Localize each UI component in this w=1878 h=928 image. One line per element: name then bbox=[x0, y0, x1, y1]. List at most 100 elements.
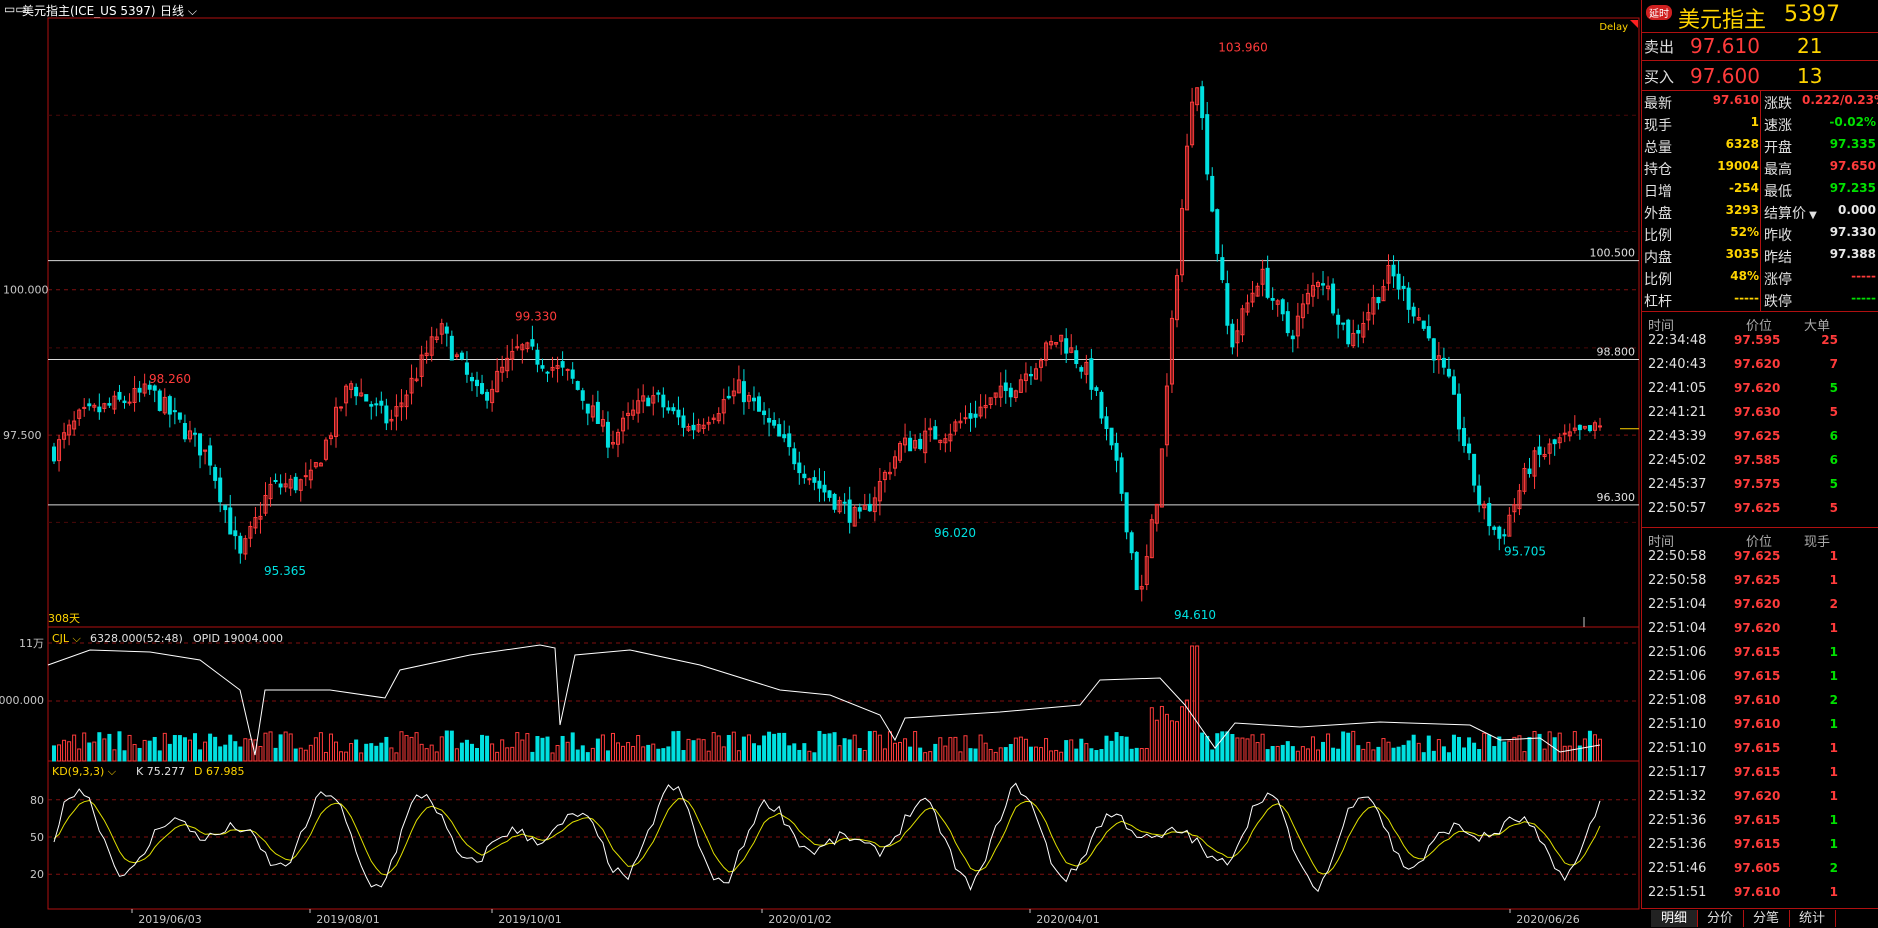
candle-body bbox=[1396, 273, 1401, 290]
candle-body bbox=[97, 406, 102, 413]
volume-bar bbox=[263, 732, 268, 762]
table-row[interactable]: 22:51:51 97.610 1 bbox=[1642, 882, 1878, 906]
table-row[interactable]: 22:41:05 97.620 5 bbox=[1642, 378, 1878, 402]
volume-bar bbox=[1467, 737, 1472, 762]
table-row[interactable]: 22:43:39 97.625 6 bbox=[1642, 426, 1878, 450]
stat-divider bbox=[1760, 267, 1762, 289]
candle-body bbox=[318, 462, 323, 467]
candle-body bbox=[797, 462, 802, 474]
row-price: 97.615 bbox=[1734, 645, 1781, 659]
candle-body bbox=[112, 395, 117, 410]
vol-legend-name[interactable]: CJL ⌵ bbox=[52, 632, 82, 645]
candle-body bbox=[404, 394, 409, 408]
candle-body bbox=[288, 478, 293, 489]
table-row[interactable]: 22:51:06 97.615 1 bbox=[1642, 666, 1878, 690]
volume-bar bbox=[1084, 743, 1089, 762]
table-row[interactable]: 22:51:46 97.605 2 bbox=[1642, 858, 1878, 882]
candle-body bbox=[62, 432, 67, 440]
stat-divider bbox=[1760, 91, 1762, 113]
table-row[interactable]: 22:51:36 97.615 1 bbox=[1642, 810, 1878, 834]
table-row[interactable]: 22:45:02 97.585 6 bbox=[1642, 450, 1878, 474]
tab-2[interactable]: 分笔 bbox=[1743, 910, 1791, 927]
row-time: 22:41:21 bbox=[1648, 405, 1707, 420]
row-time: 22:51:10 bbox=[1648, 717, 1707, 732]
instrument-name: 美元指主 bbox=[1678, 8, 1767, 33]
candle-body bbox=[480, 383, 485, 394]
ticks-table[interactable]: 时间 价位 现手 22:50:58 97.625 1 22:50:58 97.625 1 22:5… bbox=[1642, 527, 1878, 908]
candle-body bbox=[1305, 292, 1310, 305]
big-orders-table[interactable]: 时间 价位 大单 22:34:48 97.595 25 22:40:43 97.620 7 22:… bbox=[1642, 311, 1878, 528]
volume-bar bbox=[1557, 732, 1562, 762]
candle-body bbox=[822, 484, 827, 493]
table-row[interactable]: 22:34:48 97.595 25 bbox=[1642, 330, 1878, 354]
volume-bar bbox=[837, 745, 842, 762]
table-row[interactable]: 22:45:37 97.575 5 bbox=[1642, 474, 1878, 498]
candle-body bbox=[1517, 490, 1522, 510]
candle-body bbox=[565, 368, 570, 371]
candle-body bbox=[862, 504, 867, 510]
candle-body bbox=[1210, 175, 1215, 212]
vol-axis-label: 11万 bbox=[19, 637, 44, 650]
table-row[interactable]: 22:51:04 97.620 2 bbox=[1642, 594, 1878, 618]
stat-divider bbox=[1760, 289, 1762, 311]
table-row[interactable]: 22:40:43 97.620 7 bbox=[1642, 354, 1878, 378]
table-row[interactable]: 22:50:58 97.625 1 bbox=[1642, 546, 1878, 570]
price-annotation: 95.365 bbox=[264, 564, 306, 578]
stat-label[interactable]: 结算价 ▼ bbox=[1764, 206, 1817, 222]
table-row[interactable]: 22:51:10 97.615 1 bbox=[1642, 738, 1878, 762]
candle-body bbox=[1341, 322, 1346, 325]
row-time: 22:34:48 bbox=[1648, 333, 1707, 348]
table-row[interactable]: 22:41:21 97.630 5 bbox=[1642, 402, 1878, 426]
candle-body bbox=[1351, 332, 1356, 347]
kline-chart[interactable]: 100.000 97.500 100.500 98.800 96.300 Delay 98.… bbox=[0, 0, 1641, 927]
table-row[interactable]: 22:51:32 97.620 1 bbox=[1642, 786, 1878, 810]
candle-body bbox=[1295, 315, 1300, 337]
volume-bar bbox=[646, 744, 651, 762]
kd-legend-name[interactable]: KD(9,3,3) ⌵ bbox=[52, 765, 117, 778]
volume-bar bbox=[1134, 747, 1139, 762]
table-row[interactable]: 22:51:10 97.610 1 bbox=[1642, 714, 1878, 738]
candle-body bbox=[1275, 300, 1280, 305]
volume-bar bbox=[92, 741, 97, 762]
row-price: 97.610 bbox=[1734, 885, 1781, 899]
candle-body bbox=[671, 407, 676, 412]
row-price: 97.615 bbox=[1734, 813, 1781, 827]
candle-body bbox=[681, 415, 686, 428]
table-row[interactable]: 22:51:04 97.620 1 bbox=[1642, 618, 1878, 642]
volume-bar bbox=[1336, 748, 1341, 762]
period-selector[interactable]: 日线 ⌵ bbox=[160, 4, 197, 18]
volume-bar bbox=[973, 748, 978, 762]
window-menu-icon[interactable]: ▭▭ bbox=[4, 2, 27, 16]
row-time: 22:45:37 bbox=[1648, 477, 1707, 492]
table-row[interactable]: 22:51:36 97.615 1 bbox=[1642, 834, 1878, 858]
candle-body bbox=[1572, 427, 1577, 431]
table-row[interactable]: 22:51:17 97.615 1 bbox=[1642, 762, 1878, 786]
stat-value: 97.650 bbox=[1829, 159, 1876, 173]
quote-panel: 延时 美元指主 5397 卖出 97.610 21 买入 97.600 13 最… bbox=[1641, 0, 1878, 927]
tab-0[interactable]: 明细 bbox=[1651, 910, 1699, 927]
candle-body bbox=[661, 394, 666, 408]
candle-body bbox=[469, 377, 474, 382]
instrument-label[interactable]: 美元指主(ICE_US 5397) bbox=[22, 4, 156, 18]
candle-body bbox=[973, 413, 978, 418]
chevron-down-icon: ⌵ bbox=[184, 4, 197, 18]
tab-3[interactable]: 统计 bbox=[1789, 910, 1837, 927]
table-row[interactable]: 22:50:57 97.625 5 bbox=[1642, 498, 1878, 522]
volume-bar bbox=[1451, 734, 1456, 762]
table-row[interactable]: 22:51:08 97.610 2 bbox=[1642, 690, 1878, 714]
candle-body bbox=[706, 421, 711, 425]
table-row[interactable]: 22:51:06 97.615 1 bbox=[1642, 642, 1878, 666]
volume-bar bbox=[1446, 752, 1451, 762]
candle-body bbox=[399, 402, 404, 408]
tab-1[interactable]: 分价 bbox=[1697, 910, 1745, 927]
candle-body bbox=[414, 378, 419, 382]
candle-body bbox=[1099, 391, 1104, 419]
volume-bar bbox=[1441, 746, 1446, 762]
row-price: 97.620 bbox=[1734, 789, 1781, 803]
buy-row: 买入 97.600 13 bbox=[1642, 60, 1878, 88]
candle-body bbox=[807, 478, 812, 481]
row-qty: 1 bbox=[1829, 645, 1838, 659]
candle-body bbox=[505, 357, 510, 372]
volume-bar bbox=[1522, 751, 1527, 762]
table-row[interactable]: 22:50:58 97.625 1 bbox=[1642, 570, 1878, 594]
